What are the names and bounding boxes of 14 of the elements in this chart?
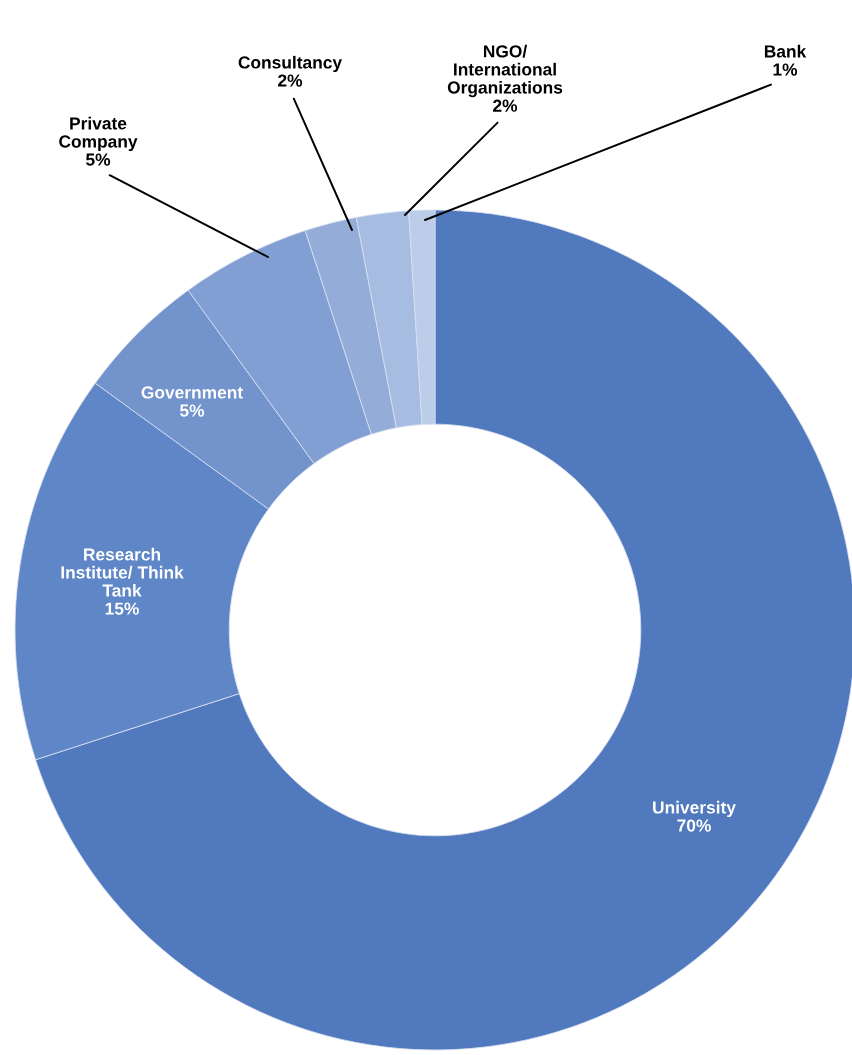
data-label: 15% — [105, 602, 139, 615]
slice-label: Research Institute/ Think Tank — [61, 547, 184, 597]
data-label: 1% — [773, 63, 798, 76]
data-label: 70% — [677, 819, 711, 832]
data-label: 2% — [278, 74, 303, 87]
data-label: 2% — [493, 99, 518, 112]
slice-label: Consultancy — [238, 55, 342, 73]
slice-label: University — [653, 800, 736, 818]
slice-label: Private Company — [59, 116, 138, 152]
data-label: 5% — [85, 153, 111, 166]
data-label: 5% — [179, 404, 205, 417]
slice-label: Bank — [764, 44, 807, 58]
slice-label: Government — [141, 386, 243, 399]
slice-label: NGO/ International Organizations — [447, 44, 563, 98]
